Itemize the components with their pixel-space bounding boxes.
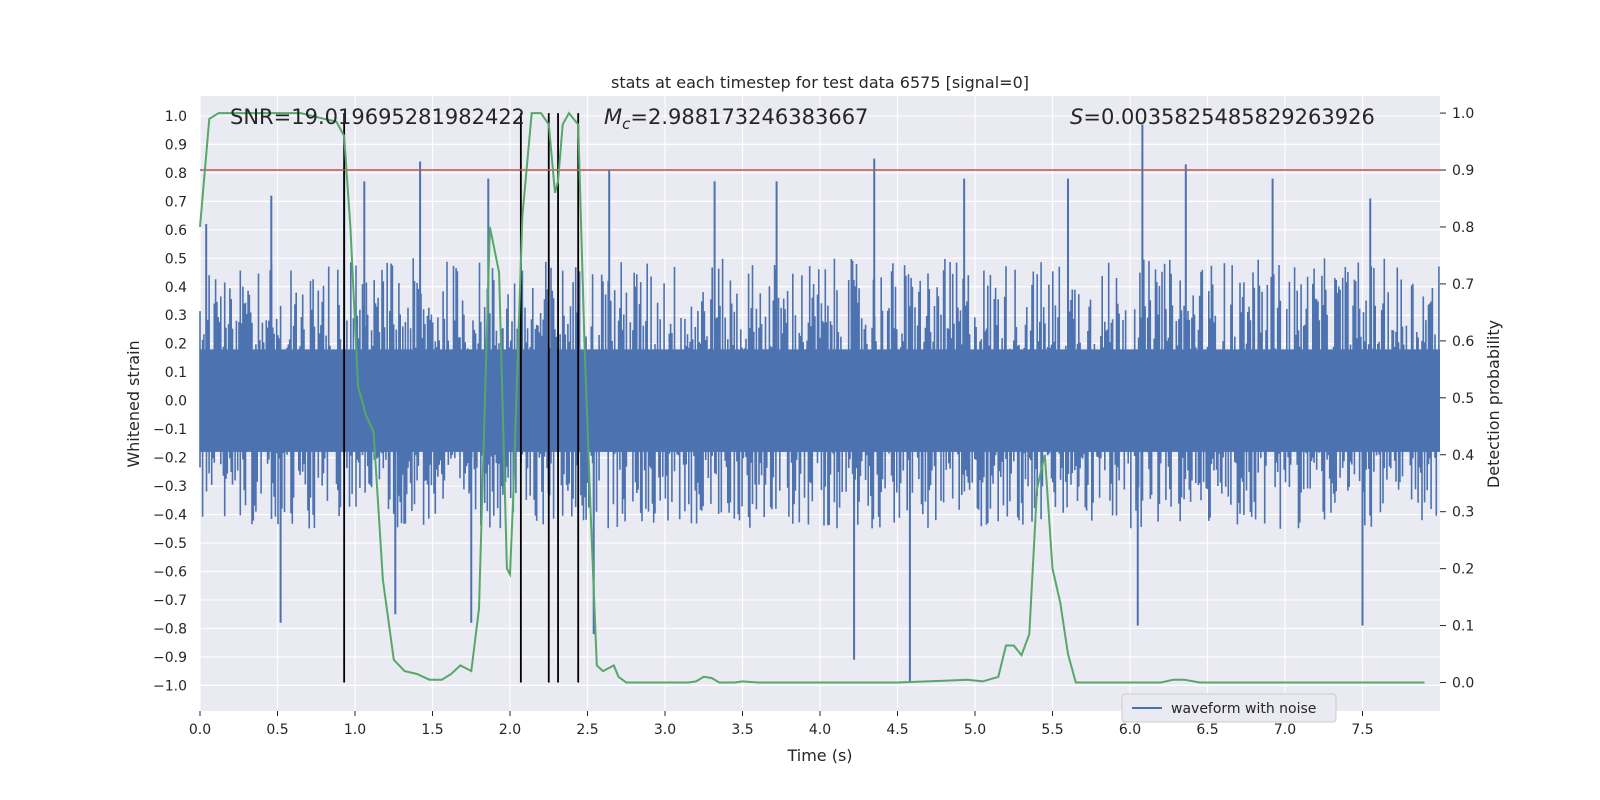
left-tick-label: −0.1	[153, 422, 187, 438]
x-tick-label: 1.0	[344, 722, 366, 738]
left-tick-label: 0.5	[165, 251, 187, 267]
left-tick-label: 0.4	[165, 280, 187, 296]
x-tick-label: 4.0	[809, 722, 831, 738]
legend-box	[1121, 693, 1337, 723]
x-tick-label: 7.0	[1274, 722, 1296, 738]
right-tick-label: 0.8	[1452, 220, 1474, 236]
right-tick-label: 0.0	[1452, 676, 1474, 692]
probability-line	[199, 111, 1425, 684]
x-tick-label: 0.5	[266, 722, 288, 738]
waveform-series	[199, 124, 1440, 683]
x-tick-label: 7.5	[1351, 722, 1373, 738]
right-tick-label: 1.0	[1452, 106, 1474, 122]
probability-series	[199, 111, 1425, 684]
x-tick-label: 1.5	[421, 722, 443, 738]
score-value: =0.0035825485829263926	[1083, 105, 1375, 129]
left-tick-label: −0.3	[153, 479, 187, 495]
x-tick-label: 4.5	[886, 722, 908, 738]
x-tick-label: 3.5	[731, 722, 753, 738]
left-tick-label: 0.8	[165, 166, 187, 182]
chirp-mass-annotation: Mc=2.988173246383667	[604, 105, 868, 133]
x-tick-label: 6.5	[1196, 722, 1218, 738]
left-tick-label: 0.7	[165, 194, 187, 210]
left-tick-label: 0.0	[165, 394, 187, 410]
chirp-mass-value: =2.988173246383667	[630, 105, 868, 129]
left-tick-label: −0.7	[153, 593, 187, 609]
right-tick-label: 0.9	[1452, 163, 1474, 179]
right-axis-ticks: 1.0 0.9 0.8 0.7 0.6 0.5 0.4 0.3 0.2 0.1 0.0	[1440, 106, 1474, 692]
waveform-core	[200, 349, 1440, 452]
chart-title: stats at each timestep for test data 657…	[611, 73, 1029, 92]
right-tick-label: 0.3	[1452, 505, 1474, 521]
left-tick-label: −0.4	[153, 508, 187, 524]
left-tick-label: −0.2	[153, 451, 187, 467]
chirp-mass-symbol: M	[604, 105, 622, 129]
score-symbol: S	[1070, 105, 1083, 129]
left-tick-label: −0.8	[153, 621, 187, 637]
x-tick-label: 2.5	[576, 722, 598, 738]
right-tick-label: 0.1	[1452, 619, 1474, 635]
left-tick-label: −0.9	[153, 650, 187, 666]
x-axis-ticks: 0.0 0.5 1.0 1.5 2.0 2.5 3.0 3.5 4.0 4.5 5.0 5.5 6.0 6…	[189, 711, 1374, 738]
left-axis-label: Whitened strain	[124, 340, 143, 467]
chirp-mass-subscript: c	[622, 115, 631, 133]
left-tick-label: 0.6	[165, 223, 187, 239]
left-tick-label: 1.0	[165, 109, 187, 125]
left-tick-label: 0.9	[165, 137, 187, 153]
x-tick-label: 0.0	[189, 722, 211, 738]
right-axis-label: Detection probability	[1484, 320, 1503, 488]
x-axis-label: Time (s)	[786, 746, 852, 765]
x-tick-label: 3.0	[654, 722, 676, 738]
left-tick-label: 0.2	[165, 337, 187, 353]
left-tick-label: −0.6	[153, 564, 187, 580]
legend-label: waveform with noise	[1171, 701, 1316, 717]
score-annotation: S=0.0035825485829263926	[1070, 105, 1375, 129]
right-tick-label: 0.7	[1452, 277, 1474, 293]
snr-annotation: SNR=19.019695281982422	[230, 105, 525, 129]
left-tick-label: −1.0	[153, 678, 187, 694]
x-tick-label: 6.0	[1119, 722, 1141, 738]
detection-lines	[343, 113, 580, 683]
x-tick-label: 5.5	[1041, 722, 1063, 738]
left-tick-label: −0.5	[153, 536, 187, 552]
left-axis-ticks: 1.0 0.9 0.8 0.7 0.6 0.5 0.4 0.3 0.2 0.1 0.0 −0.1 −0.…	[153, 109, 187, 694]
right-tick-label: 0.5	[1452, 391, 1474, 407]
right-tick-label: 0.6	[1452, 334, 1474, 350]
left-tick-label: 0.1	[165, 365, 187, 381]
legend: waveform with noise	[1121, 693, 1337, 723]
x-tick-label: 5.0	[964, 722, 986, 738]
x-tick-label: 2.0	[499, 722, 521, 738]
right-tick-label: 0.4	[1452, 448, 1474, 464]
right-tick-label: 0.2	[1452, 562, 1474, 578]
left-tick-label: 0.3	[165, 308, 187, 324]
